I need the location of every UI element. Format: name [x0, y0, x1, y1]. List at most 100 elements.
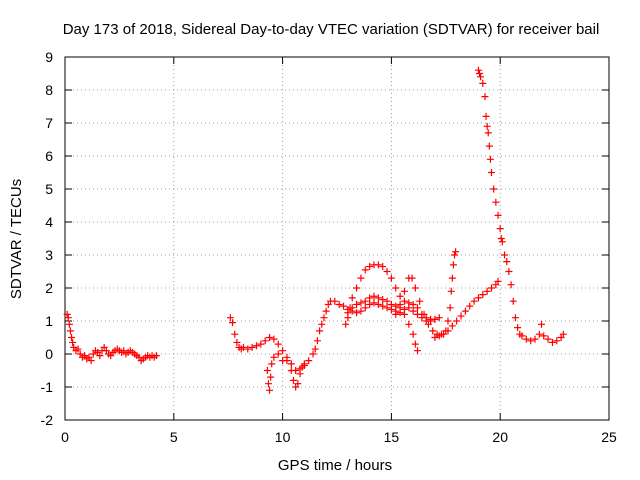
- x-tick-label: 0: [61, 429, 69, 445]
- data-point-marker: [481, 93, 489, 101]
- data-point-marker: [68, 334, 76, 341]
- data-point-marker: [483, 287, 491, 295]
- series-segment-2e: [431, 277, 502, 341]
- data-point-marker: [448, 274, 456, 282]
- series-segment-1: [63, 310, 160, 365]
- data-point-marker: [414, 347, 422, 355]
- data-point-marker: [518, 332, 526, 340]
- data-point-marker: [379, 296, 387, 304]
- data-point-marker: [482, 112, 490, 120]
- data-point-marker: [361, 304, 369, 312]
- data-point-marker: [274, 340, 282, 348]
- data-point-marker: [505, 268, 513, 275]
- data-point-marker: [261, 337, 269, 345]
- data-point-marker: [501, 251, 509, 259]
- data-point-marker: [383, 297, 391, 305]
- data-point-marker: [64, 314, 72, 322]
- data-point-marker: [486, 155, 494, 163]
- data-point-marker: [305, 357, 313, 365]
- data-point-marker: [497, 235, 505, 242]
- data-point-marker: [522, 335, 530, 343]
- data-point-marker: [287, 360, 295, 368]
- data-point-marker: [418, 314, 426, 322]
- data-point-marker: [244, 345, 252, 353]
- data-point-marker: [409, 301, 417, 308]
- data-point-marker: [408, 274, 416, 282]
- x-tick-label: 25: [601, 429, 617, 445]
- data-point-marker: [233, 338, 241, 346]
- data-point-marker: [416, 297, 424, 305]
- data-point-marker: [466, 302, 474, 310]
- data-point-marker: [476, 70, 484, 77]
- data-point-marker: [96, 352, 104, 360]
- data-point-marker: [300, 362, 308, 370]
- data-point-marker: [266, 334, 274, 341]
- tick-layer: 0 5 10 15 20 25 -2 -1 0 1 2 3 4 5 6 7 8 9: [41, 49, 617, 445]
- data-point-marker: [451, 251, 459, 259]
- data-point-marker: [340, 302, 348, 310]
- data-point-marker: [431, 334, 439, 341]
- data-point-marker: [444, 327, 452, 335]
- data-point-marker: [414, 310, 422, 318]
- x-axis-label: GPS time / hours: [278, 457, 392, 474]
- data-point-marker: [335, 301, 343, 308]
- data-point-marker: [370, 299, 378, 307]
- y-tick-label: 0: [45, 346, 53, 362]
- data-point-marker: [507, 281, 515, 289]
- data-point-marker: [320, 314, 328, 322]
- data-point-marker: [396, 309, 404, 317]
- data-point-marker: [342, 320, 350, 328]
- data-point-marker: [392, 284, 400, 292]
- data-point-marker: [383, 268, 391, 275]
- data-point-marker: [366, 294, 374, 302]
- data-point-marker: [322, 307, 330, 315]
- data-point-marker: [494, 277, 502, 285]
- data-point-marker: [548, 338, 556, 346]
- data-point-marker: [270, 353, 278, 361]
- data-point-marker: [66, 327, 74, 335]
- data-point-marker: [474, 294, 482, 302]
- x-tick-label: 20: [492, 429, 508, 445]
- data-point-marker: [374, 294, 382, 302]
- data-point-marker: [474, 66, 482, 74]
- data-point-marker: [279, 347, 287, 355]
- data-point-marker: [379, 302, 387, 310]
- data-point-marker: [400, 305, 408, 313]
- y-tick-label: 5: [45, 181, 53, 197]
- data-point-marker: [392, 307, 400, 315]
- data-point-marker: [559, 330, 567, 338]
- data-point-marker: [538, 320, 546, 328]
- y-tick-label: -1: [41, 379, 54, 395]
- data-point-marker: [383, 304, 391, 312]
- data-point-marker: [348, 294, 356, 302]
- data-point-marker: [316, 327, 324, 335]
- data-point-marker: [353, 284, 361, 292]
- data-point-marker: [444, 317, 452, 325]
- data-point-marker: [309, 350, 317, 358]
- data-point-marker: [453, 317, 461, 325]
- data-point-marker: [484, 129, 492, 137]
- y-tick-label: 4: [45, 214, 53, 230]
- x-tick-label: 10: [275, 429, 291, 445]
- data-point-marker: [396, 301, 404, 308]
- data-point-marker: [461, 307, 469, 315]
- y-tick-label: 7: [45, 115, 53, 131]
- data-point-marker: [318, 320, 326, 328]
- grid-layer: [65, 57, 609, 420]
- data-point-marker: [231, 330, 239, 338]
- data-point-marker: [267, 373, 275, 381]
- data-point-marker: [494, 211, 502, 219]
- y-tick-label: 3: [45, 247, 53, 263]
- data-point-marker: [353, 309, 361, 317]
- data-point-marker: [414, 304, 422, 312]
- data-point-marker: [357, 274, 365, 282]
- data-point-marker: [357, 299, 365, 307]
- data-points-layer: [63, 66, 567, 394]
- data-point-marker: [435, 332, 443, 340]
- data-point-marker: [387, 305, 395, 313]
- data-point-marker: [470, 297, 478, 305]
- data-point-marker: [485, 142, 493, 150]
- data-point-marker: [498, 238, 506, 246]
- data-point-marker: [257, 340, 265, 348]
